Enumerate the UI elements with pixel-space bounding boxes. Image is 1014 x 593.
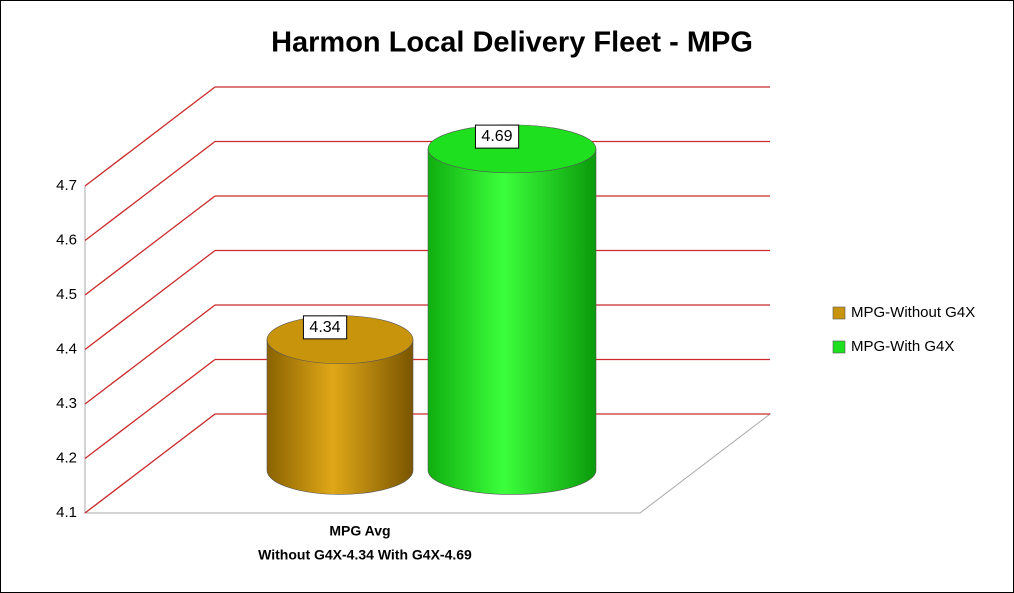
y-tick-label: 4.1 — [56, 504, 77, 521]
legend-label: MPG-Without G4X — [851, 304, 975, 321]
data-label: 4.34 — [309, 319, 340, 336]
chart-title: Harmon Local Delivery Fleet - MPG — [271, 27, 753, 59]
x-axis-label: Without G4X-4.34 With G4X-4.69 — [258, 547, 472, 563]
y-tick-label: 4.3 — [56, 395, 77, 412]
y-tick-label: 4.7 — [56, 177, 77, 194]
x-tick-label: MPG Avg — [329, 523, 390, 539]
bar-body — [266, 339, 414, 495]
grid-line — [84, 195, 216, 296]
y-tick-label: 4.6 — [56, 231, 77, 248]
bar — [427, 124, 597, 495]
grid-line — [84, 140, 216, 242]
grid-line — [84, 86, 216, 187]
grid-line — [84, 304, 216, 405]
legend-swatch — [832, 306, 846, 320]
data-label: 4.69 — [481, 128, 512, 145]
grid-line — [84, 249, 216, 351]
y-tick-label: 4.2 — [56, 449, 77, 466]
grid-line — [84, 413, 216, 514]
legend-swatch — [832, 340, 846, 354]
data-label-box — [302, 315, 348, 340]
bar — [266, 315, 414, 495]
legend-label: MPG-With G4X — [851, 338, 954, 355]
y-tick-label: 4.4 — [56, 340, 77, 357]
data-label-box — [474, 124, 520, 149]
grid-line — [84, 358, 216, 460]
bar-body — [427, 148, 597, 495]
y-tick-label: 4.5 — [56, 286, 77, 303]
